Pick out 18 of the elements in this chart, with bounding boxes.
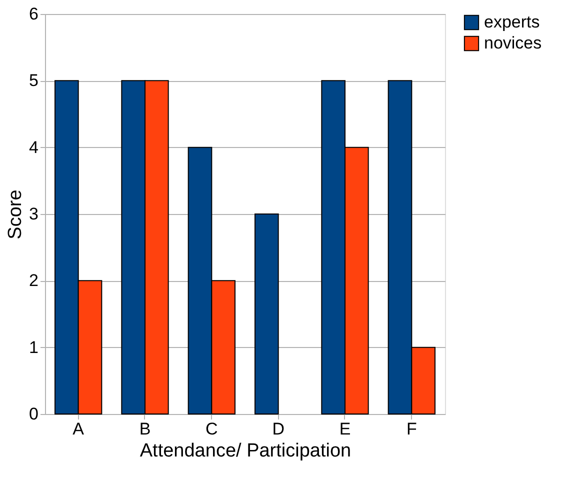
legend-label: experts — [484, 12, 540, 32]
x-tick-label: A — [72, 420, 85, 438]
y-tick-label: 5 — [29, 71, 38, 90]
bar — [254, 214, 279, 414]
y-tick-label: 2 — [29, 271, 38, 290]
legend-label: novices — [484, 34, 542, 52]
x-tick-label: F — [406, 420, 417, 438]
y-axis-title: Score — [5, 190, 26, 240]
x-tick-label: E — [339, 420, 351, 438]
y-tick-label: 0 — [29, 404, 38, 424]
x-tick-label: C — [206, 420, 218, 438]
y-tick-label: 3 — [29, 204, 38, 224]
x-axis-title: Attendance/ Participation — [140, 440, 352, 462]
y-tick-label: 1 — [29, 338, 38, 357]
x-tick-label: D — [272, 420, 284, 438]
x-tick-label: B — [139, 420, 151, 438]
y-tick-label: 4 — [29, 138, 38, 157]
y-tick-label: 6 — [29, 4, 38, 24]
